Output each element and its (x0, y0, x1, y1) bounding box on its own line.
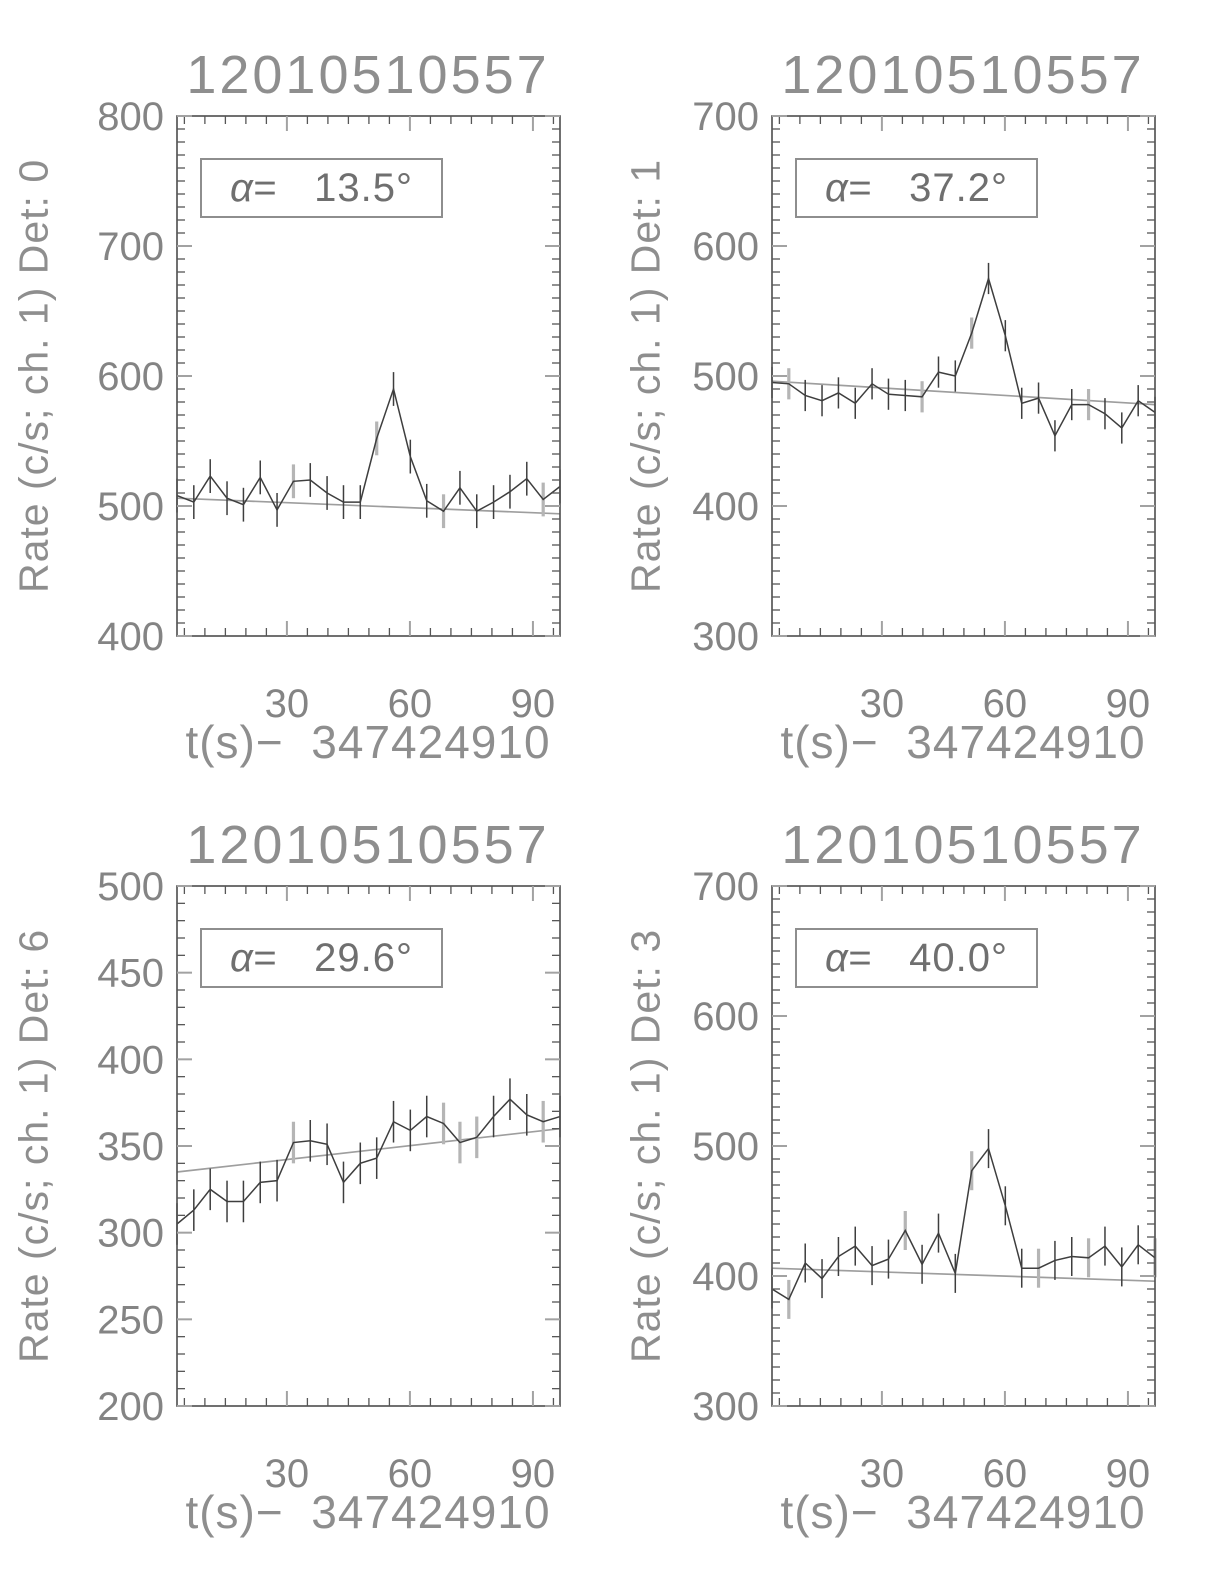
svg-text:30: 30 (265, 1452, 310, 1496)
svg-text:600: 600 (692, 225, 759, 269)
svg-text:400: 400 (97, 1038, 164, 1082)
alpha-annotation-box: α= 13.5° (200, 158, 443, 218)
svg-text:300: 300 (692, 615, 759, 659)
svg-text:90: 90 (1106, 1452, 1151, 1496)
alpha-value: 40.0° (909, 935, 1009, 980)
svg-text:30: 30 (265, 682, 310, 726)
alpha-label: α= (824, 165, 872, 210)
alpha-value: 29.6° (314, 935, 414, 980)
svg-text:90: 90 (511, 1452, 556, 1496)
plot-area-det3: 30 60 90 700 600 500 400 300 (692, 865, 1157, 1496)
svg-text:500: 500 (692, 1125, 759, 1169)
plot-area-det1: 30 60 90 700 600 500 400 300 (692, 95, 1156, 726)
panel-title: 12010510557 (781, 815, 1145, 875)
svg-text:400: 400 (692, 1255, 759, 1299)
x-axis-title: t(s)− 347424910 (780, 1486, 1146, 1538)
svg-text:60: 60 (388, 1452, 433, 1496)
svg-text:60: 60 (983, 682, 1028, 726)
plot-area-det0: 30 60 90 800 700 600 500 400 (97, 95, 561, 726)
svg-text:60: 60 (388, 682, 433, 726)
svg-text:450: 450 (97, 952, 164, 996)
alpha-label: α= (229, 165, 277, 210)
svg-text:500: 500 (692, 355, 759, 399)
x-axis-title: t(s)− 347424910 (185, 716, 551, 768)
panel-title: 12010510557 (186, 815, 550, 875)
panel-title: 12010510557 (186, 45, 550, 105)
svg-text:700: 700 (692, 865, 759, 909)
lightcurve-panel-det3: 12010510557 Rate (c/s; ch. 1) Det: 3 30 6… (612, 790, 1224, 1560)
lightcurve-panel-det1: 12010510557 Rate (c/s; ch. 1) Det: 1 30 6… (612, 20, 1224, 790)
svg-text:500: 500 (97, 485, 164, 529)
x-axis-title: t(s)− 347424910 (780, 716, 1146, 768)
svg-text:30: 30 (860, 1452, 905, 1496)
svg-text:800: 800 (97, 95, 164, 139)
x-axis-title: t(s)− 347424910 (185, 1486, 551, 1538)
svg-text:90: 90 (511, 682, 556, 726)
svg-text:700: 700 (97, 225, 164, 269)
plot-area-det6: 30 60 90 500 450 400 350 300 250 200 (97, 865, 561, 1496)
svg-text:600: 600 (692, 995, 759, 1039)
alpha-annotation-box: α= 37.2° (795, 158, 1038, 218)
svg-text:60: 60 (983, 1452, 1028, 1496)
lightcurve-panel-det6: 12010510557 Rate (c/s; ch. 1) Det: 6 30 6… (0, 790, 612, 1560)
svg-text:90: 90 (1106, 682, 1151, 726)
alpha-annotation-box: α= 40.0° (795, 928, 1038, 988)
svg-text:350: 350 (97, 1125, 164, 1169)
lightcurve-panel-det0: 12010510557 Rate (c/s; ch. 1) Det: 0 30 6… (0, 20, 612, 790)
svg-text:400: 400 (692, 485, 759, 529)
alpha-label: α= (824, 935, 872, 980)
svg-text:500: 500 (97, 865, 164, 909)
svg-text:250: 250 (97, 1298, 164, 1342)
alpha-value: 13.5° (314, 165, 414, 210)
svg-text:400: 400 (97, 615, 164, 659)
alpha-annotation-box: α= 29.6° (200, 928, 443, 988)
svg-text:30: 30 (860, 682, 905, 726)
alpha-value: 37.2° (909, 165, 1009, 210)
alpha-label: α= (229, 935, 277, 980)
svg-text:200: 200 (97, 1385, 164, 1429)
svg-text:600: 600 (97, 355, 164, 399)
panel-title: 12010510557 (781, 45, 1145, 105)
svg-text:300: 300 (97, 1212, 164, 1256)
svg-text:300: 300 (692, 1385, 759, 1429)
svg-text:700: 700 (692, 95, 759, 139)
